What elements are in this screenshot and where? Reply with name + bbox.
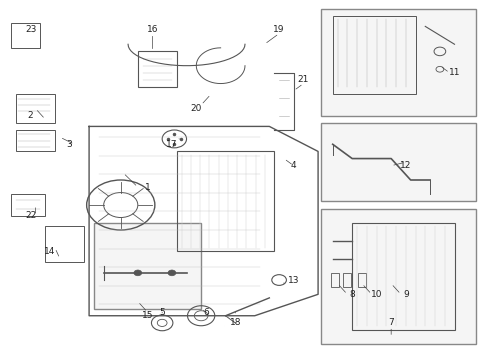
Bar	[320, 123, 476, 202]
Text: 2: 2	[28, 111, 33, 120]
Text: 20: 20	[191, 104, 202, 113]
Bar	[177, 152, 274, 251]
Bar	[352, 223, 455, 330]
Text: 19: 19	[273, 26, 285, 35]
Text: 10: 10	[371, 290, 382, 299]
Text: 7: 7	[388, 318, 394, 327]
Circle shape	[168, 270, 176, 276]
Text: 1: 1	[145, 183, 150, 192]
Text: 14: 14	[45, 247, 56, 256]
Text: 16: 16	[147, 26, 158, 35]
Text: 5: 5	[159, 308, 165, 317]
Bar	[16, 130, 55, 152]
Text: 4: 4	[291, 161, 296, 170]
Text: 18: 18	[229, 318, 241, 327]
Text: 13: 13	[288, 275, 299, 284]
Bar	[11, 194, 45, 216]
Text: 23: 23	[25, 26, 36, 35]
Text: 8: 8	[349, 290, 355, 299]
Text: 15: 15	[142, 311, 153, 320]
Bar	[331, 273, 339, 287]
Bar	[45, 226, 84, 262]
Bar	[11, 23, 40, 48]
Text: 3: 3	[67, 140, 73, 149]
Bar	[343, 273, 351, 287]
Text: 17: 17	[166, 140, 178, 149]
Bar	[358, 273, 366, 287]
Bar	[138, 51, 177, 87]
Bar	[16, 94, 55, 123]
Text: 9: 9	[403, 290, 409, 299]
Text: 6: 6	[203, 308, 209, 317]
Text: 11: 11	[449, 68, 460, 77]
Bar	[94, 223, 201, 309]
Bar	[320, 208, 476, 344]
Text: 12: 12	[400, 161, 412, 170]
Circle shape	[134, 270, 142, 276]
Text: 21: 21	[298, 76, 309, 85]
Bar	[320, 9, 476, 116]
Bar	[333, 16, 416, 94]
Text: 22: 22	[25, 211, 36, 220]
